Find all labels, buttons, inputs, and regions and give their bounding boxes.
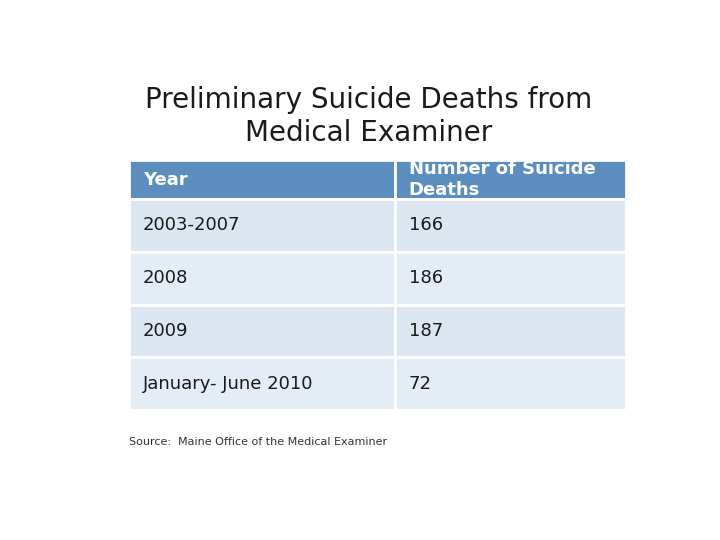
Text: 2003-2007: 2003-2007 <box>143 217 240 234</box>
Bar <box>129 252 395 305</box>
Bar <box>395 357 626 410</box>
Bar <box>129 357 395 410</box>
Text: Source:  Maine Office of the Medical Examiner: Source: Maine Office of the Medical Exam… <box>129 437 387 447</box>
Bar <box>395 252 626 305</box>
Text: Year: Year <box>143 171 188 189</box>
Text: 72: 72 <box>409 375 432 393</box>
Text: 187: 187 <box>409 322 443 340</box>
Text: Number of Suicide
Deaths: Number of Suicide Deaths <box>409 160 595 199</box>
Text: 186: 186 <box>409 269 443 287</box>
Text: Preliminary Suicide Deaths from
Medical Examiner: Preliminary Suicide Deaths from Medical … <box>145 85 593 147</box>
Text: 2009: 2009 <box>143 322 189 340</box>
Bar <box>395 199 626 252</box>
Bar <box>129 305 395 357</box>
Text: January- June 2010: January- June 2010 <box>143 375 313 393</box>
Bar <box>129 160 395 199</box>
Bar <box>129 199 395 252</box>
Text: 166: 166 <box>409 217 443 234</box>
Bar <box>395 160 626 199</box>
Text: 2008: 2008 <box>143 269 189 287</box>
Bar <box>395 305 626 357</box>
